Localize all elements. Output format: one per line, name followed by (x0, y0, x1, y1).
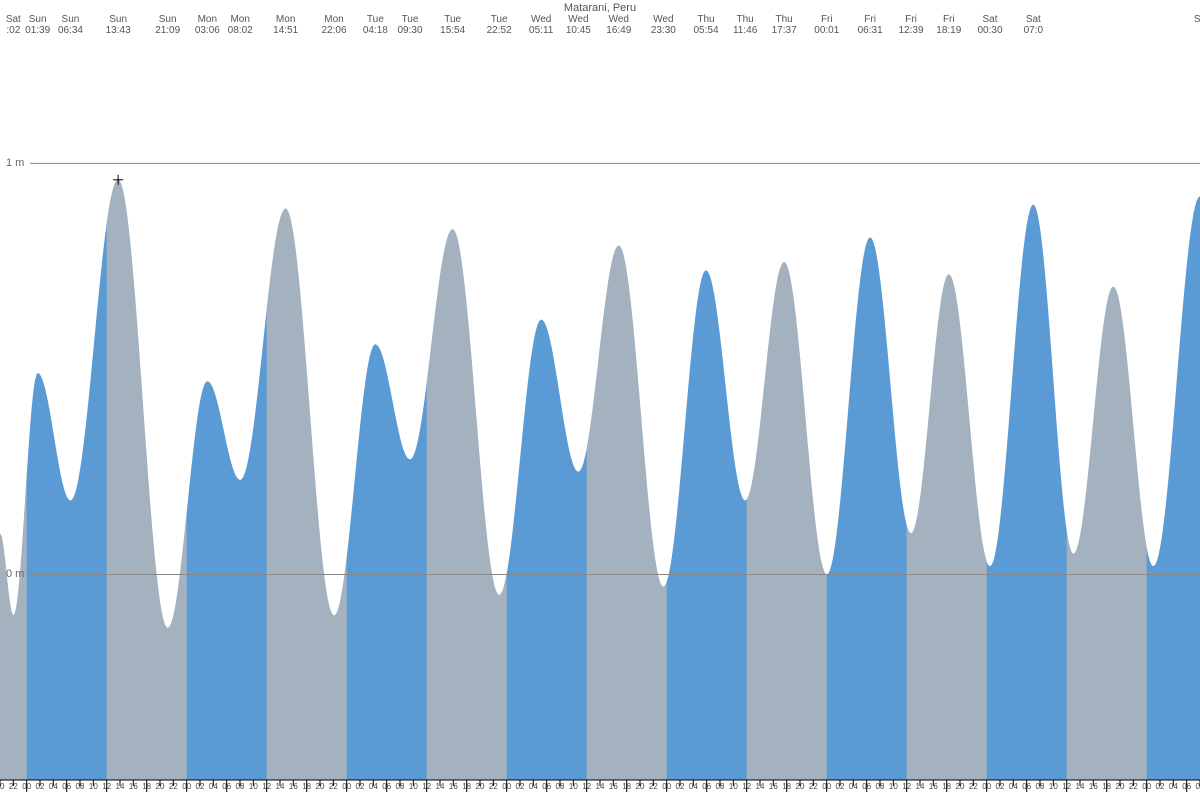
x-tick-label: 10 (1049, 782, 1058, 791)
x-tick-label: 06 (1182, 782, 1191, 791)
x-tick-label: 04 (849, 782, 858, 791)
x-tick-label: 08 (716, 782, 725, 791)
x-tick-label: 20 (1116, 782, 1125, 791)
x-tick-label: 04 (689, 782, 698, 791)
x-tick-label: 04 (529, 782, 538, 791)
x-tick-label: 02 (676, 782, 685, 791)
x-tick-label: 04 (209, 782, 218, 791)
x-tick-label: 18 (942, 782, 951, 791)
x-tick-label: 12 (582, 782, 591, 791)
x-tick-label: 06 (222, 782, 231, 791)
x-tick-label: 20 (636, 782, 645, 791)
x-tick-label: 20 (956, 782, 965, 791)
x-tick-label: 22 (649, 782, 658, 791)
x-tick-label: 08 (1036, 782, 1045, 791)
x-tick-label: 12 (742, 782, 751, 791)
x-tick-label: 00 (822, 782, 831, 791)
x-tick-label: 22 (9, 782, 18, 791)
x-tick-label: 02 (836, 782, 845, 791)
x-tick-label: 02 (996, 782, 1005, 791)
x-tick-label: 10 (569, 782, 578, 791)
x-tick-label: 14 (916, 782, 925, 791)
x-tick-label: 16 (449, 782, 458, 791)
x-tick-label: 18 (302, 782, 311, 791)
x-tick-label: 14 (276, 782, 285, 791)
x-tick-label: 12 (1062, 782, 1071, 791)
x-tick-label: 22 (809, 782, 818, 791)
x-tick-label: 08 (236, 782, 245, 791)
x-tick-label: 06 (702, 782, 711, 791)
x-tick-label: 18 (462, 782, 471, 791)
y-axis-label: 1 m (6, 157, 24, 169)
x-tick-label: 16 (129, 782, 138, 791)
x-tick-label: 04 (369, 782, 378, 791)
x-tick-label: 10 (729, 782, 738, 791)
x-tick-label: 00 (1142, 782, 1151, 791)
x-tick-label: 14 (1076, 782, 1085, 791)
x-tick-label: 12 (902, 782, 911, 791)
x-tick-label: 06 (382, 782, 391, 791)
chart-svg (0, 0, 1200, 800)
y-axis-label: 0 m (6, 568, 24, 580)
x-tick-label: 06 (862, 782, 871, 791)
x-tick-label: 14 (116, 782, 125, 791)
x-tick-label: 16 (289, 782, 298, 791)
x-tick-label: 00 (982, 782, 991, 791)
x-tick-label: 04 (49, 782, 58, 791)
x-tick-label: 20 (156, 782, 165, 791)
x-tick-label: 20 (316, 782, 325, 791)
x-tick-label: 16 (929, 782, 938, 791)
x-tick-label: 16 (609, 782, 618, 791)
x-tick-label: 18 (142, 782, 151, 791)
x-tick-label: 22 (169, 782, 178, 791)
x-tick-label: 08 (556, 782, 565, 791)
x-tick-label: 08 (396, 782, 405, 791)
x-tick-label: 02 (36, 782, 45, 791)
x-tick-label: 02 (1156, 782, 1165, 791)
x-tick-label: 12 (262, 782, 271, 791)
x-tick-label: 22 (1129, 782, 1138, 791)
x-tick-label: 08 (1196, 782, 1200, 791)
x-tick-label: 20 (0, 782, 4, 791)
x-tick-label: 12 (422, 782, 431, 791)
x-tick-label: 08 (876, 782, 885, 791)
x-tick-label: 18 (622, 782, 631, 791)
x-tick-label: 18 (1102, 782, 1111, 791)
x-tick-label: 12 (102, 782, 111, 791)
x-tick-label: 20 (796, 782, 805, 791)
x-tick-label: 00 (502, 782, 511, 791)
x-tick-label: 06 (542, 782, 551, 791)
x-tick-label: 10 (409, 782, 418, 791)
x-tick-label: 20 (476, 782, 485, 791)
x-tick-label: 02 (356, 782, 365, 791)
x-tick-label: 16 (1089, 782, 1098, 791)
x-tick-label: 18 (782, 782, 791, 791)
x-tick-label: 22 (969, 782, 978, 791)
x-tick-label: 10 (89, 782, 98, 791)
x-tick-label: 16 (769, 782, 778, 791)
x-tick-label: 00 (342, 782, 351, 791)
x-tick-label: 14 (596, 782, 605, 791)
x-tick-label: 06 (1022, 782, 1031, 791)
x-tick-label: 04 (1009, 782, 1018, 791)
x-tick-label: 02 (196, 782, 205, 791)
x-tick-label: 04 (1169, 782, 1178, 791)
x-tick-label: 06 (62, 782, 71, 791)
x-tick-label: 00 (22, 782, 31, 791)
x-tick-label: 00 (662, 782, 671, 791)
x-tick-label: 10 (249, 782, 258, 791)
x-tick-label: 10 (889, 782, 898, 791)
x-tick-label: 14 (756, 782, 765, 791)
x-tick-label: 22 (489, 782, 498, 791)
x-tick-label: 22 (329, 782, 338, 791)
x-tick-label: 02 (516, 782, 525, 791)
x-tick-label: 14 (436, 782, 445, 791)
x-tick-label: 00 (182, 782, 191, 791)
tide-chart: Matarani, Peru Sat:02Sun01:39Sun06:34Sun… (0, 0, 1200, 800)
x-tick-label: 08 (76, 782, 85, 791)
